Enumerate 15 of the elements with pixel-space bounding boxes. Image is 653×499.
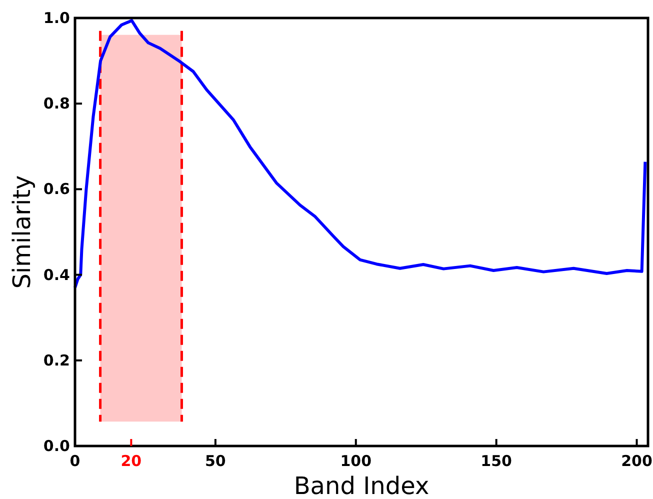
y-tick-label: 0.0 bbox=[43, 437, 70, 455]
x-axis-title: Band Index bbox=[294, 472, 430, 499]
y-tick-label: 0.6 bbox=[43, 180, 70, 198]
x-tick-label: 200 bbox=[621, 452, 652, 470]
y-tick-label: 1.0 bbox=[43, 9, 70, 27]
y-tick-label: 0.2 bbox=[43, 351, 70, 370]
x-tick-label: 20 bbox=[120, 452, 142, 470]
x-tick-label: 50 bbox=[205, 452, 226, 470]
y-axis-title: Similarity bbox=[8, 175, 36, 289]
x-tick-label: 0 bbox=[70, 452, 80, 470]
x-tick-label: 150 bbox=[480, 452, 512, 470]
y-tick-label: 0.4 bbox=[43, 266, 70, 284]
line-series bbox=[74, 19, 647, 290]
x-tick-label: 100 bbox=[340, 452, 372, 470]
y-tick-label: 0.8 bbox=[43, 94, 70, 113]
